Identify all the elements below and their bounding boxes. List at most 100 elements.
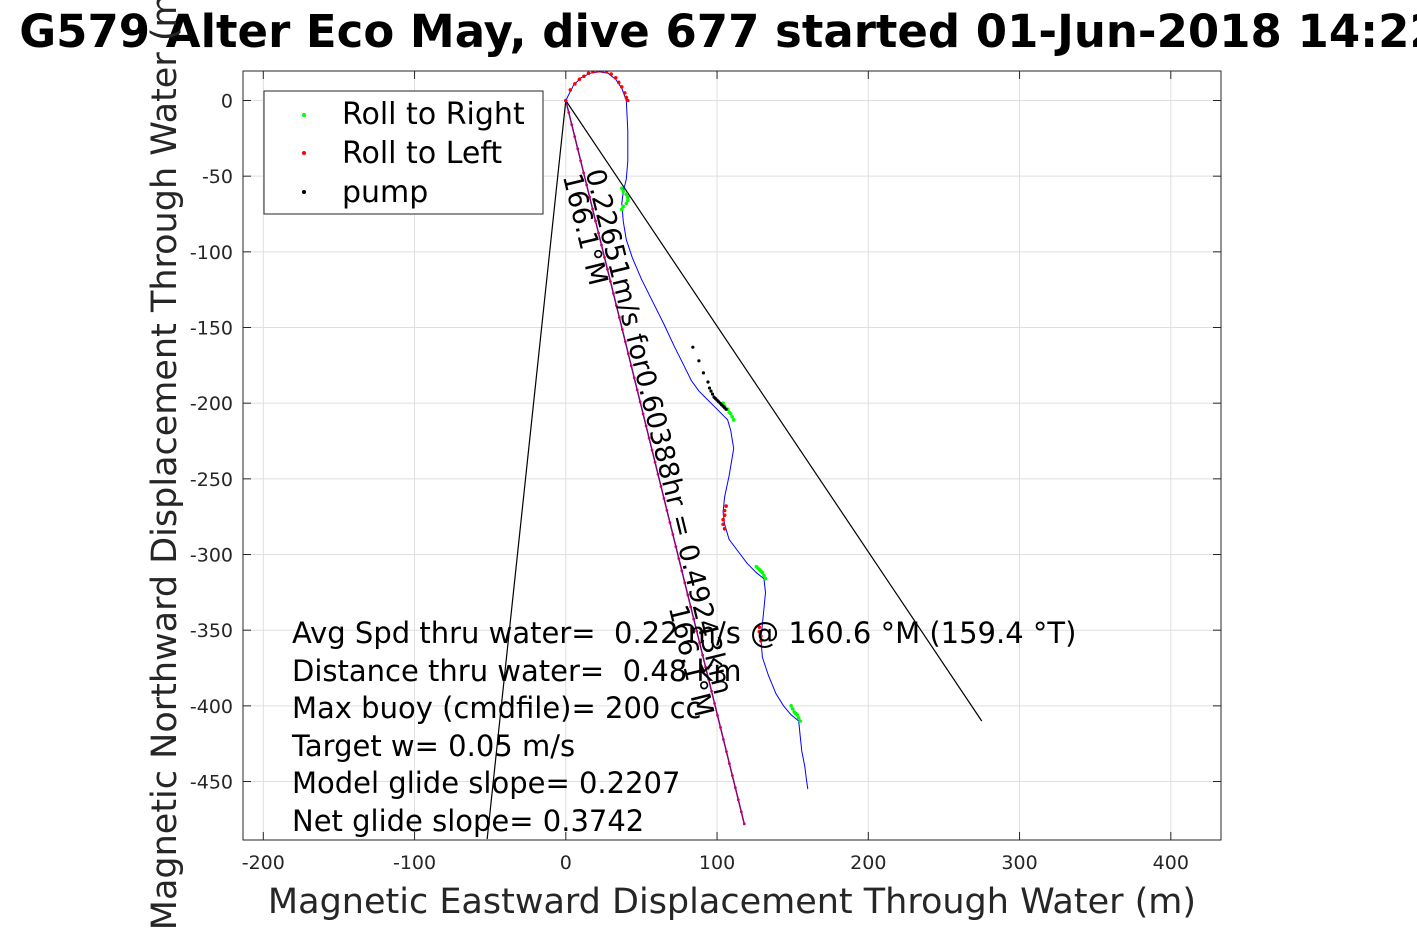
legend-label-pump: pump bbox=[342, 175, 428, 210]
axis-ticks: -200 -100 0 100 200 300 400 0 -50 -100 -150 -200 -25… bbox=[190, 71, 1221, 874]
roll-left-point bbox=[722, 513, 727, 517]
x-tick-label: -100 bbox=[393, 852, 436, 874]
heading-point bbox=[579, 159, 583, 163]
x-tick-label: 0 bbox=[560, 852, 572, 874]
x-tick-label: 100 bbox=[699, 852, 735, 874]
roll-right-point bbox=[624, 201, 629, 206]
heading-point bbox=[582, 171, 586, 175]
heading-point bbox=[567, 111, 571, 114]
legend-marker-pump bbox=[302, 190, 306, 194]
heading-point bbox=[668, 521, 672, 524]
y-tick-label: 0 bbox=[221, 91, 233, 113]
heading-point bbox=[623, 340, 627, 344]
pump-point bbox=[691, 345, 695, 349]
heading-point bbox=[611, 292, 615, 295]
heading-point bbox=[638, 400, 642, 404]
legend: Roll to Right Roll to Left pump bbox=[263, 90, 544, 215]
roll-right-point bbox=[796, 716, 801, 720]
heading-point bbox=[692, 617, 696, 621]
heading-point bbox=[570, 123, 574, 127]
pump-point bbox=[701, 371, 706, 375]
x-tick-label: 400 bbox=[1153, 852, 1189, 874]
legend-label-roll-left: Roll to Left bbox=[342, 136, 502, 171]
roll-left-point bbox=[759, 638, 763, 643]
pump-point bbox=[697, 359, 701, 363]
trajectory-line bbox=[565, 71, 809, 790]
reference-line bbox=[486, 100, 567, 840]
heading-point bbox=[671, 533, 675, 536]
heading-point bbox=[719, 726, 722, 729]
y-tick-label: -450 bbox=[190, 772, 233, 794]
heading-point bbox=[626, 352, 630, 356]
heading-point bbox=[698, 641, 702, 645]
annotation-model-glide: Model glide slope= 0.2207 bbox=[292, 766, 680, 800]
legend-box bbox=[263, 90, 544, 215]
pump-point bbox=[724, 407, 728, 411]
roll-left-point bbox=[757, 629, 762, 634]
plot-frame bbox=[242, 70, 1222, 841]
heading-point bbox=[597, 231, 600, 235]
heading-point bbox=[641, 412, 645, 416]
heading-point bbox=[689, 605, 693, 609]
heading-point bbox=[701, 653, 705, 657]
y-tick-label: -150 bbox=[190, 318, 233, 340]
legend-marker-roll-right bbox=[302, 113, 306, 117]
roll-left-point bbox=[722, 526, 727, 531]
roll-right-point bbox=[790, 707, 795, 711]
heading-point bbox=[725, 750, 728, 753]
heading-point bbox=[665, 509, 669, 512]
heading-point bbox=[710, 689, 713, 693]
roll-left-point bbox=[757, 625, 762, 629]
reference-line bbox=[565, 100, 983, 722]
y-tick-label: -350 bbox=[190, 620, 233, 642]
x-tick-label: 300 bbox=[1001, 852, 1037, 874]
roll-left-point bbox=[604, 71, 609, 74]
roll-left-point bbox=[724, 504, 728, 508]
roll-left-point bbox=[586, 71, 591, 76]
heading-point bbox=[686, 593, 690, 597]
x-tick-label: 200 bbox=[850, 852, 886, 874]
roll-right-point bbox=[619, 186, 624, 191]
roll-left-point bbox=[722, 508, 727, 513]
y-tick-label: -50 bbox=[202, 166, 233, 188]
heading-point bbox=[736, 798, 740, 802]
heading-point bbox=[742, 822, 746, 826]
heading-point bbox=[614, 304, 618, 307]
y-axis-label: Magnetic Northward Displacement Through … bbox=[145, 0, 185, 930]
heading-point bbox=[730, 774, 734, 778]
roll-right-point bbox=[619, 207, 624, 212]
roll-left-point bbox=[577, 77, 582, 82]
legend-label-roll-right: Roll to Right bbox=[342, 97, 525, 132]
roll-left-point bbox=[591, 71, 595, 74]
roll-right-point bbox=[626, 198, 630, 203]
heading-point bbox=[704, 665, 708, 669]
roll-right-point bbox=[730, 415, 734, 419]
heading-point bbox=[695, 629, 699, 633]
heading-point bbox=[722, 738, 725, 741]
legend-marker-roll-left bbox=[302, 151, 306, 155]
heading-point bbox=[713, 701, 716, 705]
heading-point bbox=[588, 195, 591, 199]
heading-point bbox=[576, 147, 580, 151]
heading-point bbox=[617, 316, 621, 319]
roll-right-point bbox=[789, 704, 793, 708]
pump-point bbox=[710, 392, 715, 396]
roll-right-point bbox=[798, 719, 803, 723]
roll-right-point bbox=[621, 204, 626, 209]
heading-point bbox=[728, 762, 731, 766]
roll-left-point bbox=[616, 80, 621, 85]
annotation-net-glide: Net glide slope= 0.3742 bbox=[292, 804, 644, 838]
roll-right-point bbox=[728, 411, 733, 416]
roll-left-point bbox=[721, 517, 725, 522]
roll-left-point bbox=[568, 88, 573, 92]
heading-point bbox=[620, 328, 624, 331]
chart-title: G579 Alter Eco May, dive 677 started 01-… bbox=[19, 5, 1417, 58]
heading-point bbox=[662, 496, 666, 500]
roll-right-point bbox=[626, 195, 630, 200]
heading-point bbox=[609, 279, 612, 283]
heading-point bbox=[733, 786, 737, 790]
heading-point bbox=[656, 472, 660, 476]
heading-point bbox=[591, 207, 594, 211]
heading-point bbox=[603, 255, 606, 259]
